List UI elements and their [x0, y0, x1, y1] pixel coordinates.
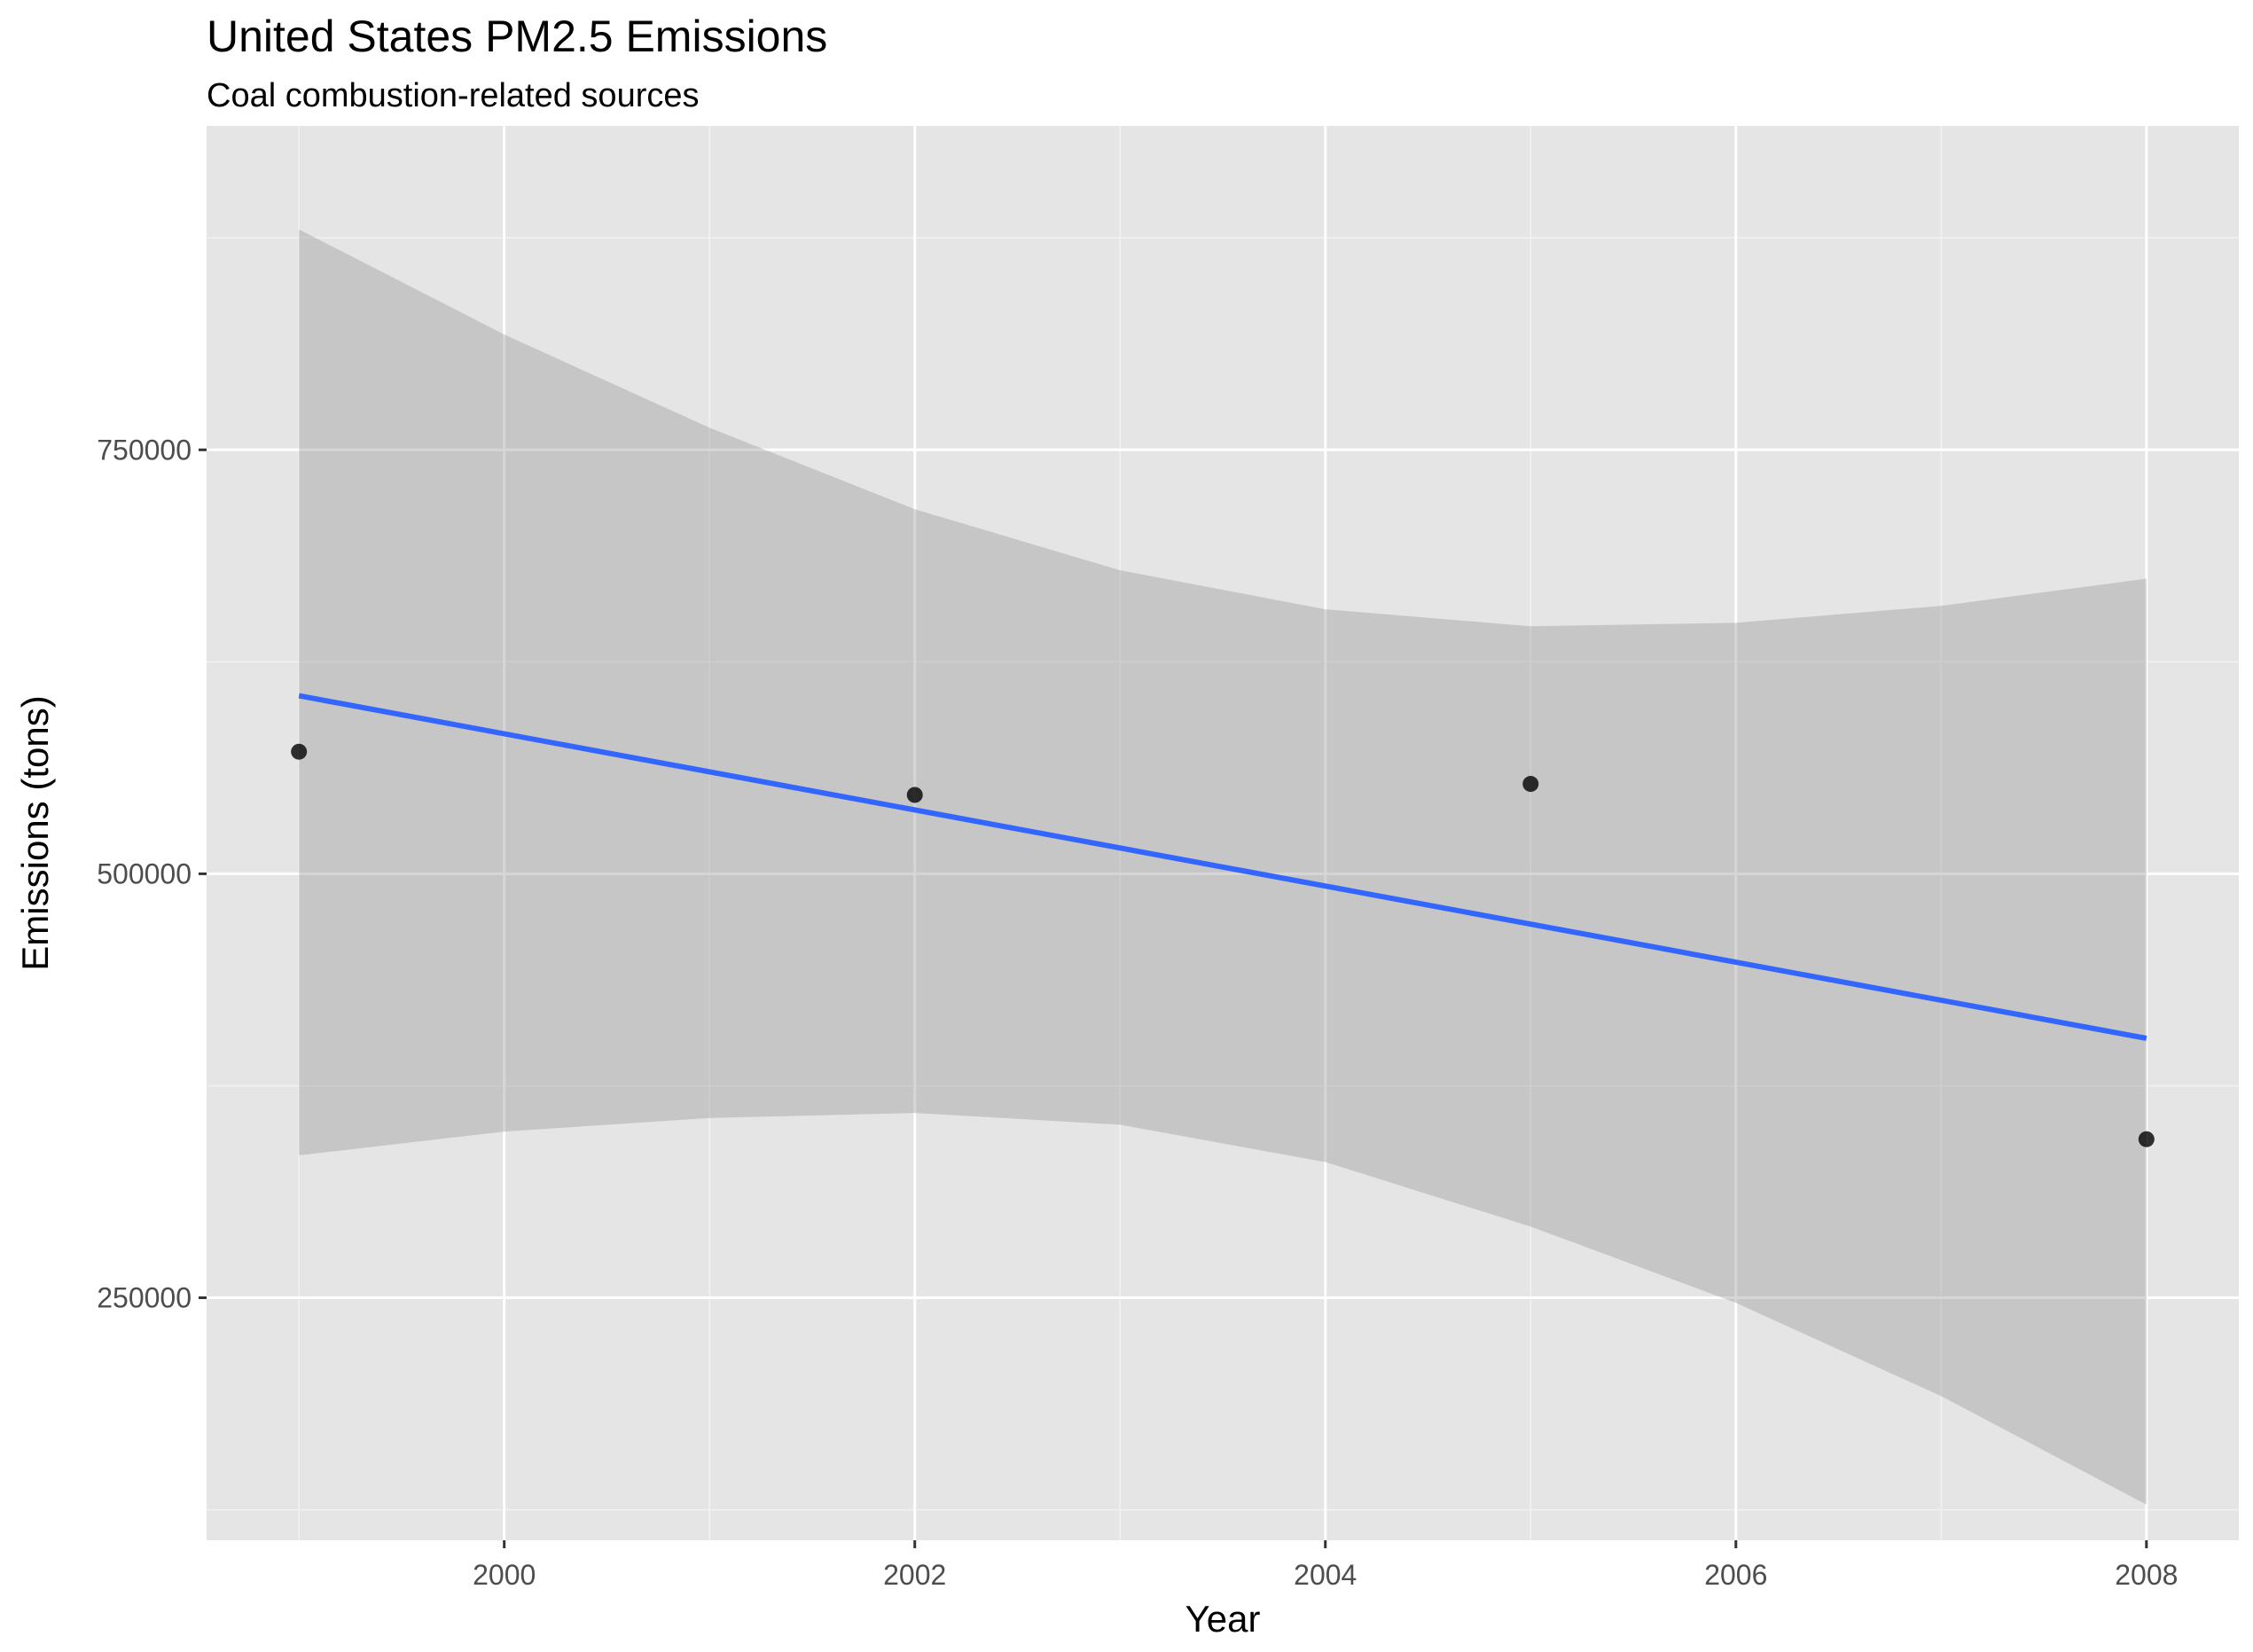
trend-line — [298, 693, 2147, 1041]
data-point — [906, 787, 923, 803]
x-axis-title: Year — [1185, 1598, 1261, 1640]
data-point — [1522, 776, 1539, 793]
data-point — [291, 743, 308, 760]
x-tick-label: 2002 — [883, 1559, 946, 1591]
grid-major — [207, 126, 2239, 1540]
trend-line-layer — [298, 693, 2147, 1041]
x-tick-label: 2008 — [2115, 1559, 2178, 1591]
x-tick-label: 2000 — [473, 1559, 536, 1591]
y-tick-label: 750000 — [97, 434, 192, 466]
y-axis-title: Emissions (tons) — [14, 695, 56, 970]
x-axis: 2000 2002 2004 2006 2008 — [473, 1540, 2178, 1591]
x-tick-label: 2006 — [1704, 1559, 1767, 1591]
chart-title: United States PM2.5 Emissions — [207, 12, 827, 61]
plot-panel — [207, 126, 2239, 1540]
y-tick-label: 500000 — [97, 857, 192, 889]
y-axis: 250000 500000 750000 — [97, 434, 207, 1314]
chart-subtitle: Coal combustion-related sources — [207, 77, 700, 114]
points-layer — [291, 743, 2155, 1147]
grid-minor — [207, 126, 2239, 1540]
x-tick-label: 2004 — [1294, 1559, 1357, 1591]
data-point — [2138, 1131, 2155, 1147]
y-tick-label: 250000 — [97, 1282, 192, 1314]
